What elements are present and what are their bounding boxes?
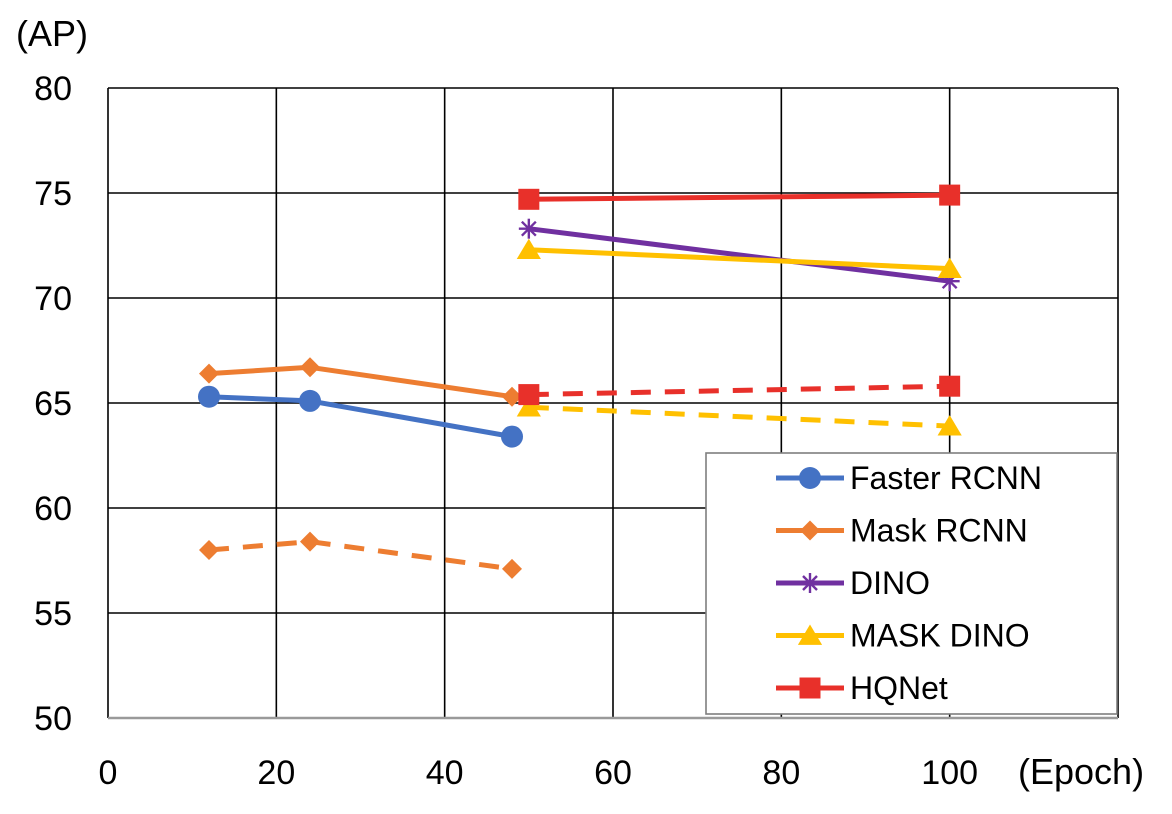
series-mask-dino (516, 238, 962, 278)
series-line-hqnet (528, 192, 950, 202)
legend-label-dino: DINO (850, 565, 930, 601)
y-tick-label: 55 (34, 595, 72, 633)
y-tick-label: 70 (34, 280, 72, 318)
data-point-mask-dino (937, 257, 962, 278)
data-point-mask-dino-dashed (937, 415, 962, 436)
data-point-mask-rcnn (502, 386, 522, 407)
series-line-mask-rcnn-dashed (208, 539, 513, 572)
legend-marker-faster-rcnn (799, 467, 821, 489)
data-point-dino (518, 218, 539, 239)
x-tick-label: 40 (426, 754, 464, 792)
legend-marker-mask-dino (797, 624, 823, 645)
legend: Faster RCNN Mask RCNN DINO MASK DINO HQNet (705, 452, 1118, 715)
legend-label-mask-rcnn: Mask RCNN (850, 513, 1028, 549)
data-point-faster-rcnn (501, 425, 523, 448)
x-axis-label: (Epoch) (1018, 751, 1144, 792)
series-hqnet-dashed (518, 375, 961, 406)
legend-marker-hqnet (799, 677, 821, 699)
y-axis-label: (AP) (16, 13, 88, 54)
series-line-hqnet-dashed (528, 383, 950, 398)
data-point-mask-dino-dashed (516, 396, 541, 417)
data-point-mask-rcnn (199, 363, 219, 384)
legend-item-dino: DINO (776, 565, 930, 601)
data-point-mask-dino (516, 238, 541, 260)
series-mask-dino-dashed (516, 396, 962, 436)
legend-label-hqnet: HQNet (850, 670, 948, 706)
legend-label-faster-rcnn: Faster RCNN (850, 460, 1042, 496)
series-hqnet (518, 184, 961, 210)
series-line-mask-dino (528, 247, 950, 272)
data-point-mask-rcnn (300, 357, 320, 378)
data-point-mask-rcnn-dashed (300, 531, 320, 552)
data-point-hqnet (518, 188, 540, 210)
x-tick-label: 0 (99, 754, 118, 792)
y-tick-label: 60 (34, 490, 72, 528)
legend-label-mask-dino: MASK DINO (850, 618, 1030, 654)
y-tick-label: 65 (34, 385, 72, 423)
series-layer (198, 184, 962, 579)
legend-item-mask-dino: MASK DINO (776, 618, 1030, 654)
series-line-dino (528, 226, 950, 284)
y-tick-label: 75 (34, 175, 72, 213)
data-point-mask-rcnn-dashed (199, 540, 219, 560)
legend-marker-mask-rcnn (800, 520, 820, 541)
axes: (AP) (Epoch) 50 55 60 65 70 75 80 0 20 40 60 80 100 (16, 13, 1144, 792)
series-line-mask-rcnn (208, 364, 513, 400)
series-line-mask-dino-dashed (528, 404, 950, 429)
x-tick-label: 80 (762, 754, 800, 792)
y-tick-label: 50 (34, 700, 72, 738)
data-point-faster-rcnn (299, 389, 321, 412)
legend-marker-dino (800, 573, 820, 593)
x-tick-label: 100 (921, 754, 978, 792)
legend-item-faster-rcnn: Faster RCNN (776, 460, 1042, 496)
series-dino (518, 218, 960, 292)
data-point-hqnet (939, 184, 961, 206)
series-mask-rcnn (199, 357, 522, 407)
data-point-hqnet-dashed (518, 384, 540, 406)
series-faster-rcnn (198, 385, 523, 448)
legend-item-hqnet: HQNet (776, 670, 948, 706)
data-point-faster-rcnn (198, 385, 220, 408)
data-point-mask-rcnn-dashed (502, 558, 522, 579)
legend-item-mask-rcnn: Mask RCNN (776, 513, 1028, 549)
y-tick-label: 80 (34, 70, 72, 108)
x-tick-label: 20 (257, 754, 295, 792)
legend-box (705, 452, 1118, 715)
x-tick-label: 60 (594, 754, 632, 792)
data-point-hqnet-dashed (939, 375, 961, 397)
series-mask-rcnn-dashed (199, 531, 522, 579)
